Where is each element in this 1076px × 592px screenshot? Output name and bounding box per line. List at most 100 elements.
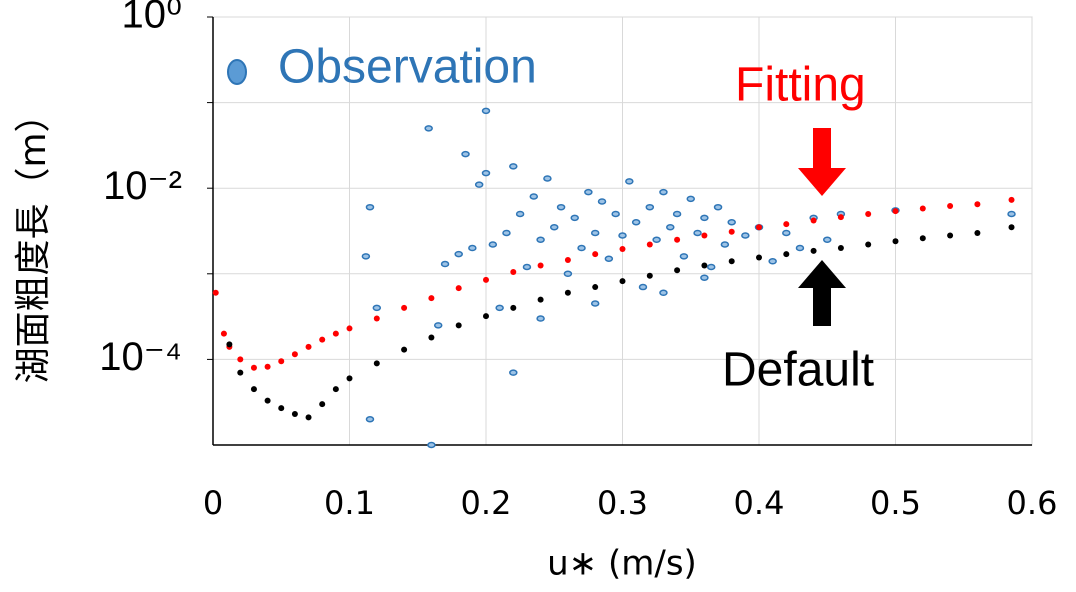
observation-point [666, 223, 675, 231]
model-point [674, 236, 681, 243]
observation-point [686, 195, 695, 203]
x-tick-label: 0.6 [1007, 484, 1058, 522]
x-tick-label: 0.1 [324, 484, 375, 522]
model-point [346, 325, 353, 332]
model-point [428, 295, 435, 302]
model-point [278, 405, 285, 412]
model-point [701, 232, 708, 239]
model-point [865, 241, 872, 248]
observation-point [550, 223, 559, 231]
observation-point [454, 250, 463, 258]
observation-point [741, 232, 750, 239]
observation-point [631, 219, 641, 226]
fitting-annotation: Fitting [735, 59, 866, 112]
model-point [291, 411, 298, 418]
observation-point [563, 270, 573, 278]
model-point [401, 346, 408, 353]
model-point [783, 221, 790, 228]
model-point [212, 289, 219, 296]
y-tick-label: 10⁻⁴ [99, 335, 182, 379]
model-point [483, 313, 489, 320]
model-point [674, 267, 681, 274]
observation-point [361, 253, 371, 260]
model-point [346, 375, 353, 382]
model-point [305, 414, 312, 421]
model-point [756, 224, 762, 231]
model-point [810, 247, 817, 254]
model-point [332, 386, 339, 393]
model-point [919, 235, 926, 242]
model-point [728, 228, 735, 235]
observation-point [727, 219, 736, 226]
model-point [756, 254, 762, 261]
model-point [319, 401, 326, 408]
model-point [373, 360, 380, 367]
observation-point [515, 210, 525, 218]
model-point [564, 256, 571, 263]
model-point [783, 251, 790, 258]
observation-point [1007, 210, 1016, 218]
model-point [564, 289, 571, 296]
y-tick-label: 10⁻² [103, 164, 182, 208]
observation-point [424, 125, 433, 132]
observation-point [795, 244, 805, 252]
observation-point [495, 304, 504, 312]
observation-point [481, 107, 491, 115]
observation-point [679, 253, 689, 260]
model-point [892, 208, 899, 215]
default-annotation: Default [722, 344, 874, 397]
grid [212, 16, 1033, 445]
observation-point [433, 322, 443, 329]
model-point [1008, 196, 1015, 203]
observation-point [584, 188, 593, 196]
observation-point [782, 229, 791, 237]
model-point [947, 232, 954, 239]
observation-point [720, 241, 730, 248]
observation-point [502, 229, 511, 237]
model-point [810, 217, 817, 224]
observation-point [481, 169, 491, 177]
model-point [250, 364, 257, 371]
observation-point [645, 203, 655, 211]
observation-point [659, 289, 668, 297]
observation-point [597, 198, 607, 205]
model-point [701, 262, 708, 269]
model-point [237, 356, 244, 363]
model-point [226, 341, 233, 348]
x-tick-label: 0.3 [597, 484, 648, 522]
model-point [483, 276, 489, 283]
marks [212, 107, 1016, 449]
observation-point [706, 263, 716, 271]
model-point [892, 238, 899, 245]
observation-point [427, 441, 436, 449]
y-axis-label: 湖面粗度長（m） [13, 96, 54, 383]
model-point [250, 386, 257, 393]
model-point [646, 272, 653, 279]
x-axis-label: u∗ (m/s) [547, 544, 697, 584]
observation-point [768, 258, 777, 265]
observation-point [556, 203, 566, 211]
observation-point [365, 415, 375, 423]
model-point [455, 285, 462, 292]
model-point [305, 343, 312, 350]
observation-point [522, 263, 532, 271]
default-arrow [798, 260, 846, 326]
observation-point [713, 203, 723, 211]
observation-point [590, 229, 600, 237]
x-tick-label: 0.2 [461, 484, 512, 522]
observation-point [700, 274, 709, 281]
observation-point [693, 229, 702, 237]
model-point [319, 336, 326, 343]
observation-point [577, 244, 586, 252]
model-point [401, 304, 408, 311]
model-point [510, 268, 517, 275]
model-point [1008, 224, 1015, 231]
observation-point [611, 210, 620, 218]
model-point [619, 278, 626, 285]
observation-point [488, 241, 498, 248]
legend-marker [227, 59, 247, 85]
model-point [646, 241, 653, 248]
model-point [264, 363, 271, 370]
observation-point [536, 236, 545, 243]
